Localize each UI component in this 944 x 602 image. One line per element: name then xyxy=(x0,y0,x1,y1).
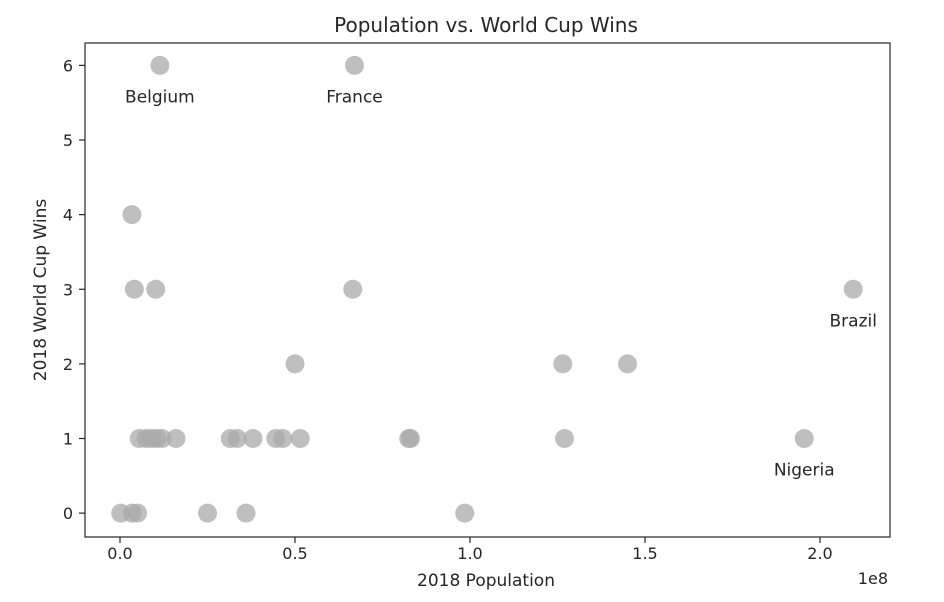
data-point xyxy=(227,428,247,448)
point-annotation: Nigeria xyxy=(774,460,835,480)
y-axis-label: 2018 World Cup Wins xyxy=(31,199,51,382)
data-point xyxy=(401,428,420,448)
plot-area: Belgium France Brazil Nigeria xyxy=(111,55,877,523)
data-point xyxy=(553,354,573,374)
x-tick-label: 1.0 xyxy=(457,544,482,563)
x-tick-label: 0.5 xyxy=(282,544,307,563)
data-point xyxy=(122,205,142,225)
y-tick-label: 4 xyxy=(63,206,73,225)
y-tick-label: 3 xyxy=(63,280,73,299)
data-point xyxy=(152,428,172,448)
x-axis-offset-label: 1e8 xyxy=(858,569,888,588)
data-point xyxy=(843,279,863,299)
data-point xyxy=(236,503,256,523)
data-point xyxy=(146,279,166,299)
data-point xyxy=(343,279,363,299)
y-tick-label: 0 xyxy=(63,504,73,523)
data-point xyxy=(273,428,293,448)
y-tick-label: 1 xyxy=(63,429,73,448)
data-point xyxy=(124,279,144,299)
y-axis: 0 1 2 3 4 5 6 xyxy=(63,56,85,523)
plot-frame xyxy=(84,42,891,538)
point-annotation: France xyxy=(326,87,383,107)
data-point xyxy=(198,503,217,523)
data-point xyxy=(166,428,186,448)
data-point xyxy=(345,55,364,75)
x-tick-label: 2.0 xyxy=(807,544,832,563)
x-axis: 0.0 0.5 1.0 1.5 2.0 xyxy=(107,537,833,563)
point-annotation: Belgium xyxy=(125,87,195,107)
data-point xyxy=(243,428,263,448)
data-point xyxy=(455,503,475,523)
data-point xyxy=(290,428,310,448)
x-tick-label: 0.0 xyxy=(107,544,132,563)
data-point xyxy=(618,354,637,374)
data-point xyxy=(285,354,305,374)
y-tick-label: 2 xyxy=(63,355,73,374)
y-tick-label: 6 xyxy=(63,56,73,75)
chart-title: Population vs. World Cup Wins xyxy=(334,13,638,37)
data-point xyxy=(150,55,170,75)
data-point xyxy=(794,428,814,448)
data-point xyxy=(128,503,147,523)
x-axis-label: 2018 Population xyxy=(417,571,555,591)
data-point xyxy=(555,428,574,448)
point-annotation: Brazil xyxy=(830,311,877,331)
y-tick-label: 5 xyxy=(63,131,73,150)
x-tick-label: 1.5 xyxy=(632,544,657,563)
